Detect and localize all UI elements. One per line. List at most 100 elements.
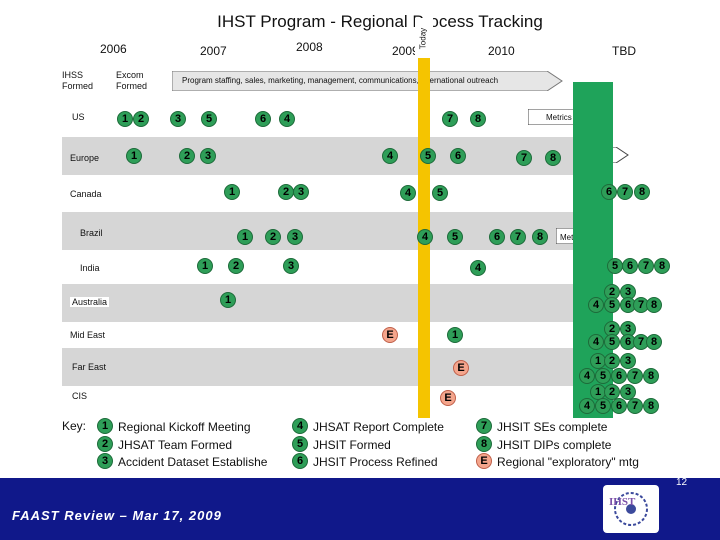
row-label-india: India	[80, 263, 100, 273]
milestone-step-bubble: 5	[595, 398, 611, 414]
milestone-step-bubble: 2	[604, 384, 620, 400]
key-bubble: 3	[97, 453, 113, 469]
key-label: Key:	[62, 419, 87, 433]
milestone-step-bubble: 6	[601, 184, 617, 200]
key-item-text: Regional "exploratory" mtg	[497, 455, 639, 469]
key-item-text: JHSIT Process Refined	[313, 455, 438, 469]
page-number: 12	[676, 477, 688, 488]
milestone-step-bubble: 3	[287, 229, 303, 245]
year-label: 2009	[392, 44, 419, 58]
milestone-step-bubble: 7	[617, 184, 633, 200]
milestone-step-bubble: 8	[634, 184, 650, 200]
milestone-exploratory-bubble: E	[382, 327, 398, 343]
today-label: Today	[418, 27, 428, 50]
milestone-step-bubble: 3	[200, 148, 216, 164]
row-stripe	[62, 137, 574, 175]
milestone-step-bubble: 1	[447, 327, 463, 343]
key-bubble: E	[476, 453, 492, 469]
key-item-text: JHSIT Formed	[313, 438, 391, 452]
milestone-step-bubble: 3	[293, 184, 309, 200]
key-bubble: 5	[292, 436, 308, 452]
milestone-step-bubble: 4	[400, 185, 416, 201]
year-label: 2010	[488, 44, 515, 58]
row-label-us: US	[72, 112, 85, 122]
milestone-step-bubble: 2	[179, 148, 195, 164]
row-label-europe: Europe	[70, 153, 100, 163]
milestone-step-bubble: 8	[654, 258, 670, 274]
milestone-step-bubble: 2	[604, 353, 620, 369]
program-staffing-arrow	[172, 71, 563, 91]
row-label-mid-east: Mid East	[70, 330, 106, 340]
key-item-text: JHSAT Team Formed	[118, 438, 233, 452]
metrics-label-us: Metrics	[546, 113, 572, 122]
milestone-step-bubble: 6	[611, 398, 627, 414]
milestone-step-bubble: 8	[643, 368, 659, 384]
program-staffing-text: Program staffing, sales, marketing, mana…	[182, 76, 499, 85]
milestone-step-bubble: 7	[627, 398, 643, 414]
year-label: 2008	[296, 40, 323, 54]
milestone-step-bubble: 4	[417, 229, 433, 245]
milestone-step-bubble: 1	[220, 292, 236, 308]
key-bubble: 6	[292, 453, 308, 469]
row-stripe	[62, 284, 574, 322]
svg-text:IHST: IHST	[609, 496, 636, 508]
milestone-step-bubble: 4	[470, 260, 486, 276]
ihst-logo: IHST	[603, 485, 659, 533]
milestone-exploratory-bubble: E	[440, 390, 456, 406]
key-item-text: JHSIT SEs complete	[497, 420, 608, 434]
milestone-step-bubble: 6	[450, 148, 466, 164]
year-label: 2007	[200, 44, 227, 58]
key-item-text: JHSAT Report Complete	[313, 420, 444, 434]
key-bubble: 7	[476, 418, 492, 434]
footer-bar	[0, 478, 720, 540]
key-item-text: JHSIT DIPs complete	[497, 438, 612, 452]
milestone-step-bubble: 8	[545, 150, 561, 166]
milestone-step-bubble: 2	[604, 284, 620, 300]
milestone-step-bubble: 4	[588, 297, 604, 313]
today-label-box	[415, 18, 433, 58]
key-bubble: 2	[97, 436, 113, 452]
row-label-canada: Canada	[70, 189, 102, 199]
milestone-step-bubble: 3	[620, 284, 636, 300]
milestone-step-bubble: 2	[278, 184, 294, 200]
milestone-step-bubble: 1	[237, 229, 253, 245]
milestone-step-bubble: 3	[620, 384, 636, 400]
ihss-formed-label: IHSS Formed	[62, 70, 94, 91]
milestone-step-bubble: 5	[447, 229, 463, 245]
milestone-step-bubble: 5	[432, 185, 448, 201]
row-label-cis: CIS	[72, 391, 88, 401]
milestone-step-bubble: 6	[622, 258, 638, 274]
milestone-step-bubble: 8	[532, 229, 548, 245]
milestone-step-bubble: 6	[255, 111, 271, 127]
key-item-text: Accident Dataset Establishe	[118, 455, 268, 469]
milestone-step-bubble: 8	[470, 111, 486, 127]
milestone-step-bubble: 6	[611, 368, 627, 384]
milestone-step-bubble: 3	[283, 258, 299, 274]
milestone-step-bubble: 5	[595, 368, 611, 384]
milestone-step-bubble: 4	[588, 334, 604, 350]
row-stripe	[62, 348, 574, 386]
milestone-step-bubble: 7	[510, 229, 526, 245]
milestone-step-bubble: 7	[516, 150, 532, 166]
milestone-step-bubble: 4	[579, 368, 595, 384]
milestone-step-bubble: 4	[279, 111, 295, 127]
excom-formed-label: Excom Formed	[116, 70, 148, 91]
key-bubble: 8	[476, 436, 492, 452]
milestone-step-bubble: 7	[627, 368, 643, 384]
key-bubble: 1	[97, 418, 113, 434]
key-item-text: Regional Kickoff Meeting	[118, 420, 251, 434]
milestone-step-bubble: 3	[620, 353, 636, 369]
milestone-step-bubble: 2	[228, 258, 244, 274]
slide-title: IHST Program - Regional Process Tracking	[217, 12, 543, 31]
milestone-step-bubble: 5	[201, 111, 217, 127]
milestone-step-bubble: 8	[646, 297, 662, 313]
milestone-step-bubble: 7	[442, 111, 458, 127]
milestone-step-bubble: 5	[604, 297, 620, 313]
metrics-label-brazil: Metrics	[560, 232, 586, 243]
milestone-step-bubble: 2	[133, 111, 149, 127]
milestone-step-bubble: 4	[579, 398, 595, 414]
milestone-step-bubble: 5	[604, 334, 620, 350]
footer-text: FAAST Review – Mar 17, 2009	[12, 508, 222, 523]
milestone-step-bubble: 8	[643, 398, 659, 414]
milestone-step-bubble: 7	[638, 258, 654, 274]
